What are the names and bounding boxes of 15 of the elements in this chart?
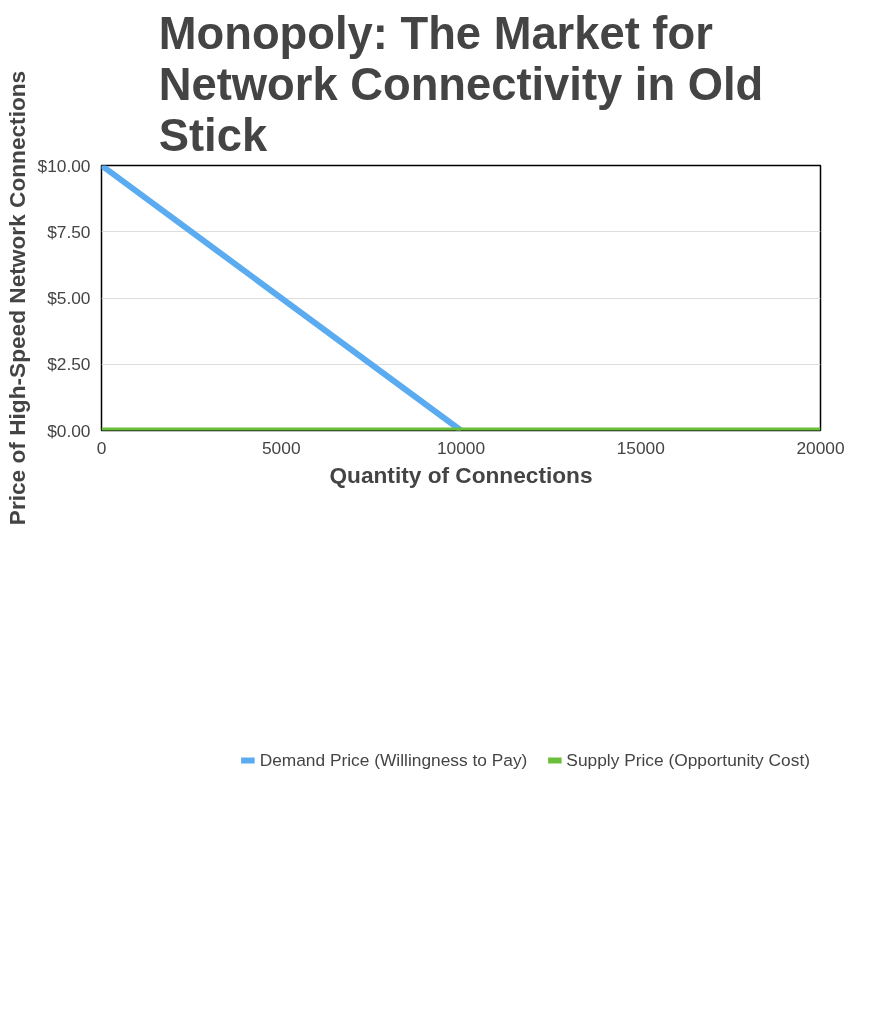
y-tick-label: $5.00 bbox=[47, 288, 91, 308]
legend-label: Demand Price (Willingness to Pay) bbox=[259, 749, 528, 771]
legend-label: Supply Price (Opportunity Cost) bbox=[566, 749, 810, 771]
x-tick-label: 10000 bbox=[436, 437, 486, 458]
x-axis-title: Quantity of Connections bbox=[329, 461, 593, 488]
y-tick-label: $0.00 bbox=[47, 420, 91, 441]
x-tick-label: 15000 bbox=[616, 437, 665, 458]
y-tick-label: $7.50 bbox=[47, 221, 91, 242]
y-tick-label: $2.50 bbox=[47, 354, 91, 375]
chart-title: Monopoly: The Market for Network Connectivity in Old Stick bbox=[158, 7, 764, 161]
y-tick-label: $10.00 bbox=[37, 155, 91, 176]
x-tick-label: 20000 bbox=[796, 437, 845, 458]
x-tick-label: 5000 bbox=[261, 437, 301, 458]
y-axis-title: Price of High-Speed Network Connections bbox=[3, 70, 30, 526]
x-tick-label: 0 bbox=[96, 437, 107, 458]
